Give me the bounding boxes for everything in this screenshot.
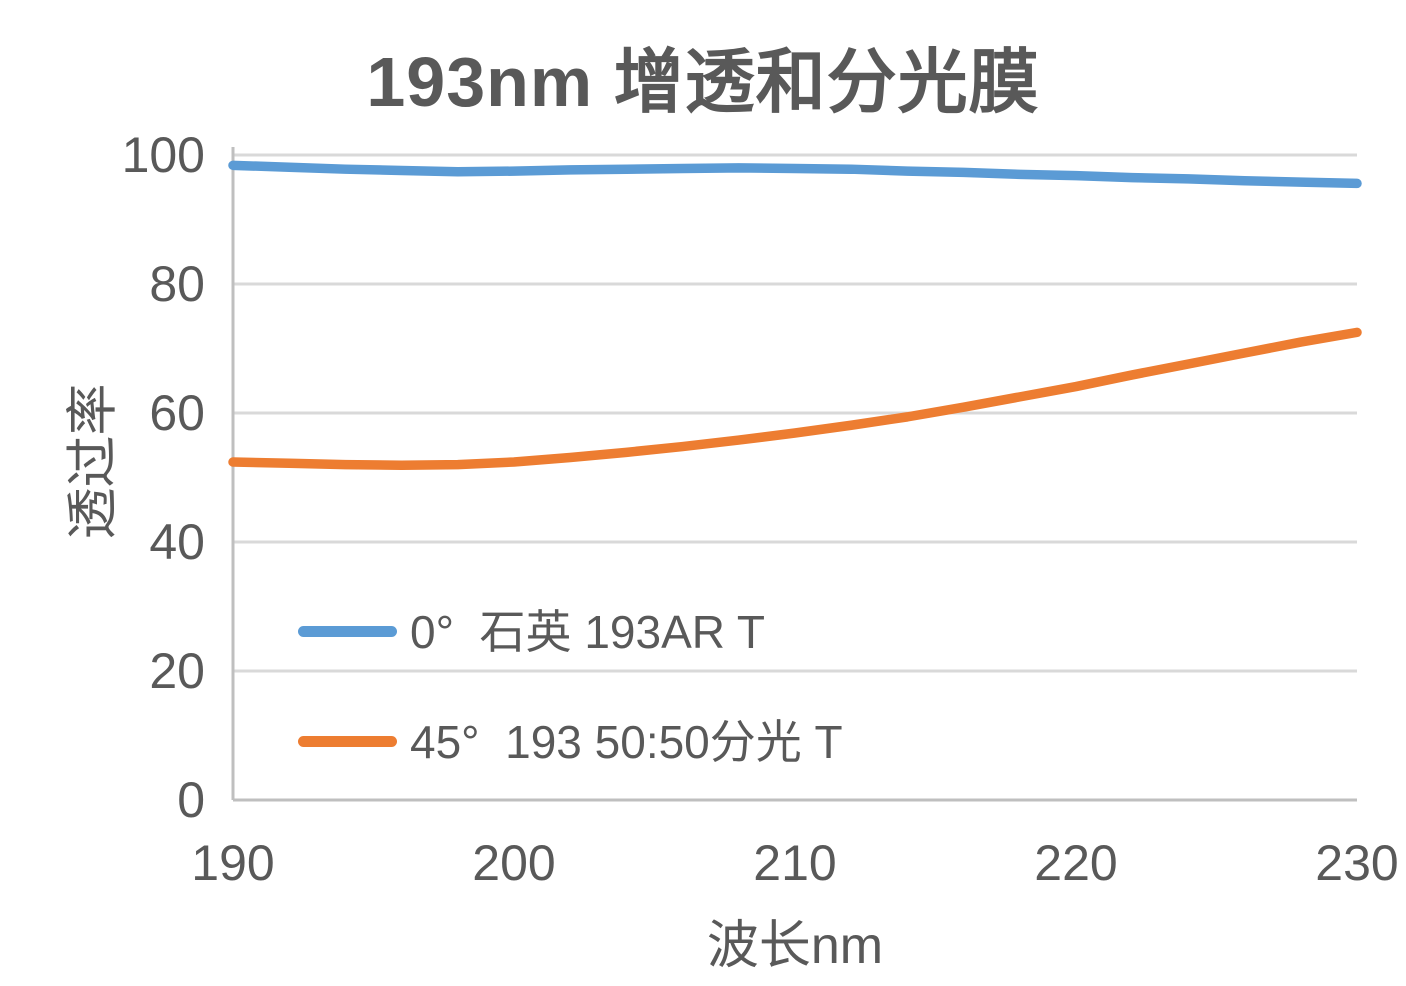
x-tick-label: 220: [1034, 835, 1118, 891]
x-tick-label: 200: [472, 835, 556, 891]
legend-swatch-series-0: [298, 626, 397, 637]
y-tick-label: 0: [177, 772, 205, 828]
series-line-1: [228, 327, 1362, 470]
legend-label-series-0: 0° 石英 193AR T: [410, 606, 766, 658]
x-tick-label: 230: [1315, 835, 1399, 891]
legend-label-series-1: 45° 193 50:50分光 T: [410, 716, 843, 768]
y-tick-label: 80: [149, 256, 205, 312]
legend-swatch-series-1: [298, 736, 397, 747]
series-line-0: [228, 160, 1362, 189]
x-tick-label: 190: [191, 835, 275, 891]
chart-title: 193nm 增透和分光膜: [366, 43, 1040, 121]
y-tick-label: 20: [149, 643, 205, 699]
y-tick-label: 100: [121, 127, 205, 183]
y-tick-label: 60: [149, 385, 205, 441]
x-tick-label: 210: [753, 835, 837, 891]
x-axis-title: 波长nm: [706, 917, 884, 975]
y-tick-label: 40: [149, 514, 205, 570]
